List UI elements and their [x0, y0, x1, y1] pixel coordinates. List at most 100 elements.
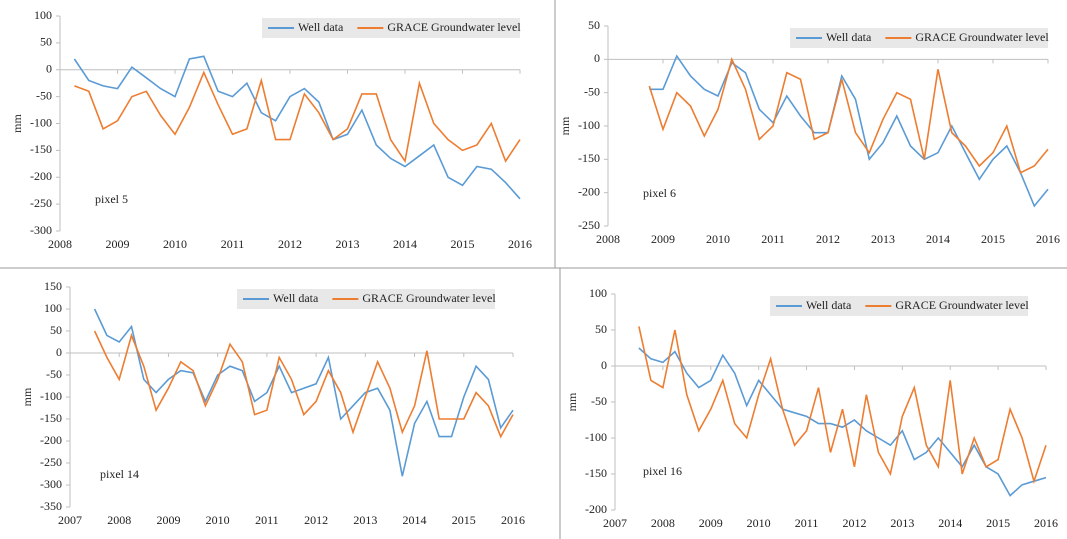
- x-tick-label: 2012: [842, 516, 866, 530]
- x-tick-label: 2013: [336, 237, 360, 251]
- x-tick-label: 2009: [106, 237, 130, 251]
- y-tick-label: 150: [44, 279, 62, 293]
- y-tick-label: 0: [601, 358, 607, 372]
- legend-label: Well data: [298, 20, 344, 34]
- y-axis-label: mm: [20, 387, 34, 406]
- y-tick-label: 50: [50, 323, 62, 337]
- y-tick-label: -50: [36, 88, 52, 102]
- legend-box: [237, 289, 495, 309]
- legend-label: GRACE Groundwater level: [362, 291, 496, 305]
- y-tick-label: -150: [585, 466, 607, 480]
- x-tick-label: 2010: [706, 232, 730, 246]
- annotation: pixel 6: [643, 186, 676, 200]
- y-tick-label: -200: [40, 433, 62, 447]
- annotation: pixel 14: [100, 467, 139, 481]
- series-line: [73, 55, 521, 200]
- x-tick-label: 2015: [981, 232, 1005, 246]
- x-tick-label: 2014: [938, 516, 962, 530]
- y-tick-label: 0: [594, 51, 600, 65]
- x-tick-label: 2015: [451, 237, 475, 251]
- x-tick-label: 2012: [816, 232, 840, 246]
- x-tick-label: 2016: [1034, 516, 1058, 530]
- y-tick-label: -200: [30, 169, 52, 183]
- y-tick-label: -300: [40, 477, 62, 491]
- y-tick-label: -100: [30, 115, 52, 129]
- legend-label: GRACE Groundwater level: [387, 20, 521, 34]
- legend: Well data GRACE Groundwater level: [790, 28, 1049, 48]
- x-tick-label: 2012: [304, 513, 328, 527]
- x-tick-label: 2015: [986, 516, 1010, 530]
- x-tick-label: 2016: [501, 513, 525, 527]
- x-tick-label: 2010: [206, 513, 230, 527]
- x-tick-label: 2012: [278, 237, 302, 251]
- legend-label: Well data: [273, 291, 319, 305]
- y-tick-label: -100: [585, 430, 607, 444]
- x-tick-label: 2016: [1036, 232, 1060, 246]
- y-tick-label: 0: [46, 62, 52, 76]
- y-tick-label: -50: [584, 84, 600, 98]
- y-axis-label: mm: [558, 116, 572, 135]
- y-tick-label: 50: [588, 18, 600, 32]
- y-tick-label: -150: [30, 142, 52, 156]
- x-tick-label: 2008: [48, 237, 72, 251]
- y-tick-label: -100: [578, 118, 600, 132]
- x-tick-label: 2008: [651, 516, 675, 530]
- x-tick-label: 2011: [761, 232, 785, 246]
- series-line: [638, 326, 1047, 484]
- annotation: pixel 5: [95, 192, 128, 206]
- y-tick-label: -350: [40, 499, 62, 513]
- y-tick-label: 100: [34, 8, 52, 22]
- legend: Well data GRACE Groundwater level: [237, 289, 496, 309]
- y-tick-label: -150: [578, 151, 600, 165]
- series-line: [649, 54, 1049, 208]
- x-tick-label: 2011: [795, 516, 819, 530]
- series-line: [93, 330, 514, 439]
- series-line: [93, 308, 514, 477]
- x-tick-label: 2010: [163, 237, 187, 251]
- x-tick-label: 2010: [747, 516, 771, 530]
- x-tick-label: 2013: [871, 232, 895, 246]
- legend-box: [770, 296, 1028, 316]
- legend-box: [790, 28, 1048, 48]
- x-tick-label: 2009: [651, 232, 675, 246]
- x-tick-label: 2009: [156, 513, 180, 527]
- annotation: pixel 16: [643, 464, 682, 478]
- y-tick-label: 50: [595, 322, 607, 336]
- x-tick-label: 2014: [403, 513, 427, 527]
- x-tick-label: 2007: [603, 516, 627, 530]
- x-tick-label: 2007: [58, 513, 82, 527]
- y-axis-label: mm: [10, 114, 24, 133]
- y-tick-label: -250: [40, 455, 62, 469]
- x-tick-label: 2015: [452, 513, 476, 527]
- y-tick-label: -50: [591, 394, 607, 408]
- y-tick-label: 100: [589, 286, 607, 300]
- y-tick-label: -50: [46, 367, 62, 381]
- y-tick-label: -100: [40, 389, 62, 403]
- x-tick-label: 2016: [508, 237, 532, 251]
- x-tick-label: 2011: [221, 237, 245, 251]
- y-tick-label: -300: [30, 223, 52, 237]
- y-tick-label: -150: [40, 411, 62, 425]
- y-tick-label: -200: [585, 502, 607, 516]
- x-tick-label: 2013: [353, 513, 377, 527]
- y-tick-label: 0: [56, 345, 62, 359]
- legend-label: Well data: [826, 30, 872, 44]
- x-tick-label: 2014: [393, 237, 417, 251]
- y-axis-label: mm: [565, 392, 579, 411]
- series-line: [648, 56, 1049, 174]
- x-tick-label: 2011: [255, 513, 279, 527]
- legend-box: [262, 18, 520, 38]
- legend-label: GRACE Groundwater level: [895, 298, 1029, 312]
- x-tick-label: 2008: [107, 513, 131, 527]
- legend: Well data GRACE Groundwater level: [770, 296, 1029, 316]
- legend-label: Well data: [806, 298, 852, 312]
- y-tick-label: -200: [578, 184, 600, 198]
- series-line: [74, 70, 521, 164]
- legend-label: GRACE Groundwater level: [915, 30, 1049, 44]
- series-line: [638, 347, 1047, 497]
- x-tick-label: 2008: [596, 232, 620, 246]
- legend: Well data GRACE Groundwater level: [262, 18, 521, 38]
- x-tick-label: 2013: [890, 516, 914, 530]
- y-tick-label: 50: [40, 35, 52, 49]
- x-tick-label: 2014: [926, 232, 950, 246]
